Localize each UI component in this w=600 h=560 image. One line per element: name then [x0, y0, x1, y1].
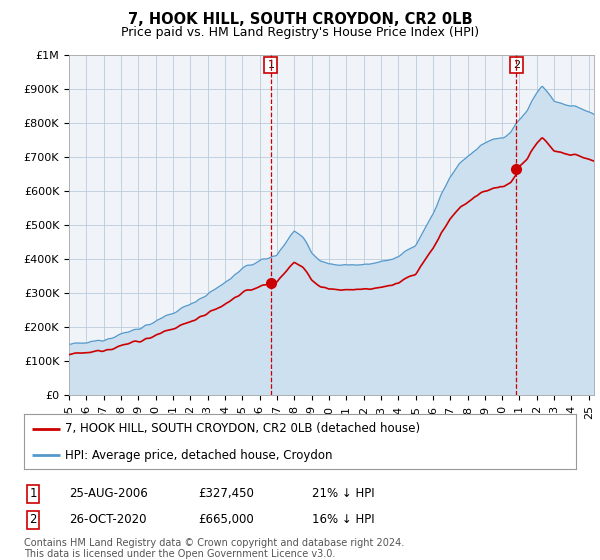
Text: 21% ↓ HPI: 21% ↓ HPI	[312, 487, 374, 501]
Text: 7, HOOK HILL, SOUTH CROYDON, CR2 0LB: 7, HOOK HILL, SOUTH CROYDON, CR2 0LB	[128, 12, 472, 27]
Text: £665,000: £665,000	[198, 513, 254, 526]
Text: 7, HOOK HILL, SOUTH CROYDON, CR2 0LB (detached house): 7, HOOK HILL, SOUTH CROYDON, CR2 0LB (de…	[65, 422, 421, 435]
Text: 1: 1	[268, 60, 274, 70]
Text: 16% ↓ HPI: 16% ↓ HPI	[312, 513, 374, 526]
Text: Contains HM Land Registry data © Crown copyright and database right 2024.
This d: Contains HM Land Registry data © Crown c…	[24, 538, 404, 559]
Text: 25-AUG-2006: 25-AUG-2006	[69, 487, 148, 501]
Text: HPI: Average price, detached house, Croydon: HPI: Average price, detached house, Croy…	[65, 449, 333, 461]
Text: 2: 2	[29, 513, 37, 526]
Text: £327,450: £327,450	[198, 487, 254, 501]
Text: 26-OCT-2020: 26-OCT-2020	[69, 513, 146, 526]
Text: Price paid vs. HM Land Registry's House Price Index (HPI): Price paid vs. HM Land Registry's House …	[121, 26, 479, 39]
Text: 2: 2	[513, 60, 520, 70]
Text: 1: 1	[29, 487, 37, 501]
